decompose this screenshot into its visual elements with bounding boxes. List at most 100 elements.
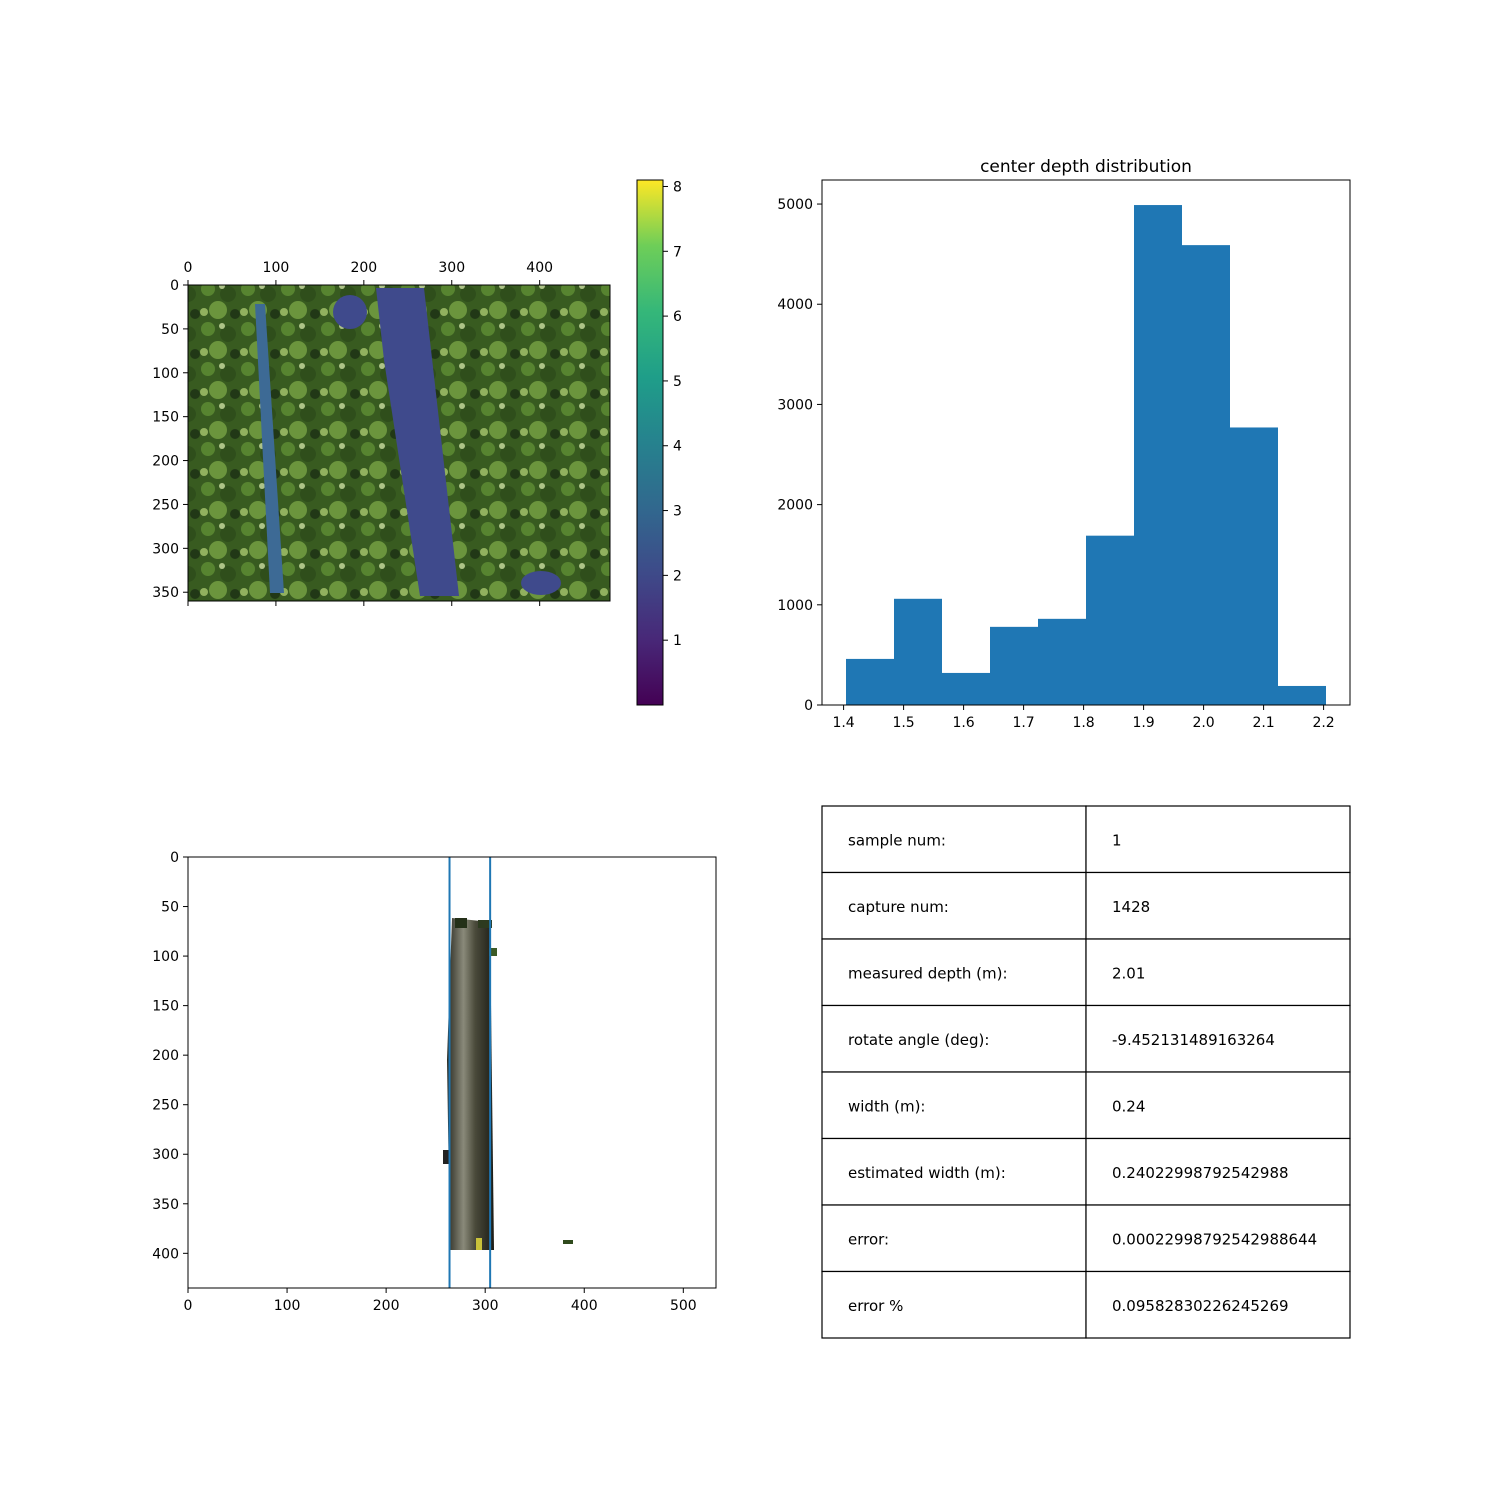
y-tick-label: 0 — [804, 698, 813, 714]
table-row: estimated width (m): 0.24022998792542988 — [821, 1137, 1351, 1206]
x-tick-label: 400 — [526, 260, 553, 276]
x-tick-label: 300 — [438, 260, 465, 276]
table-value: -9.452131489163264 — [1112, 1031, 1275, 1049]
table-cell — [821, 1004, 1087, 1073]
y-tick-label: 5000 — [777, 197, 813, 213]
table-row: width (m): 0.24 — [821, 1071, 1351, 1140]
bottom-patch-mask — [521, 571, 561, 595]
histogram-bar — [942, 672, 990, 705]
image-frame — [187, 284, 611, 602]
depth-mask-overlay — [255, 288, 561, 596]
y-tick-label: 200 — [152, 454, 179, 470]
y-tick-label: 350 — [152, 1197, 179, 1213]
table-cell — [1085, 938, 1351, 1007]
x-tick-label: 100 — [263, 260, 290, 276]
histogram-bar — [1230, 427, 1278, 705]
colorbar-tick-label: 5 — [673, 374, 682, 390]
x-tick-labels: 0 100 200 300 400 — [184, 260, 553, 606]
table-label: sample num: — [848, 831, 946, 849]
y-tick-label: 250 — [152, 1098, 179, 1114]
y-tick-label: 350 — [152, 585, 179, 601]
y-tick-label: 250 — [152, 497, 179, 513]
table-row: rotate angle (deg): -9.452131489163264 — [821, 1004, 1351, 1073]
right-trunk-mask — [376, 288, 459, 596]
x-tick-label: 2.2 — [1312, 715, 1334, 731]
histogram-bar — [1038, 618, 1086, 705]
y-tick-label: 2000 — [777, 498, 813, 514]
x-tick-label: 1.6 — [952, 715, 974, 731]
histogram-bar — [1086, 535, 1134, 705]
colorbar-tick-label: 3 — [673, 504, 682, 520]
cropped-trunk-panel: 0 100 200 300 400 500 0 50 100 150 200 250 300 350 40… — [152, 850, 717, 1314]
x-tick-label: 1.4 — [832, 715, 854, 731]
x-tick-label: 500 — [670, 1298, 697, 1314]
y-tick-label: 300 — [152, 541, 179, 557]
x-tick-label: 1.9 — [1132, 715, 1154, 731]
x-tick-label: 400 — [571, 1298, 598, 1314]
table-label: rotate angle (deg): — [848, 1031, 989, 1049]
y-tick-label: 400 — [152, 1246, 179, 1262]
table-label: estimated width (m): — [848, 1164, 1006, 1182]
y-tick-label: 100 — [152, 949, 179, 965]
colorbar-tick-label: 8 — [673, 179, 682, 195]
y-tick-label: 300 — [152, 1147, 179, 1163]
histogram-bar — [990, 626, 1038, 705]
plot-frame — [187, 856, 717, 1289]
y-tick-label: 100 — [152, 366, 179, 382]
x-tick-labels: 0 100 200 300 400 500 — [184, 1288, 697, 1314]
left-trunk-mask — [255, 304, 284, 593]
table-cell — [1085, 805, 1351, 874]
table-row: measured depth (m): 2.01 — [821, 938, 1351, 1007]
table-cell — [1085, 1270, 1351, 1339]
x-tick-label: 300 — [472, 1298, 499, 1314]
table-cell — [1085, 871, 1351, 940]
x-tick-label: 2.0 — [1192, 715, 1214, 731]
table-cell — [821, 805, 1087, 874]
boundary-lines — [448, 857, 492, 1288]
table-cell — [1085, 1137, 1351, 1206]
table-value: 0.24022998792542988 — [1112, 1164, 1289, 1182]
table-value: 0.09582830226245269 — [1112, 1297, 1289, 1315]
plot-frame — [821, 179, 1351, 706]
x-tick-label: 1.8 — [1072, 715, 1094, 731]
y-tick-label: 200 — [152, 1048, 179, 1064]
table-cell — [821, 1204, 1087, 1273]
x-tick-label: 100 — [274, 1298, 301, 1314]
colorbar-tick-label: 1 — [673, 633, 682, 649]
y-tick-label: 150 — [152, 410, 179, 426]
y-tick-labels: 0 1000 2000 3000 4000 5000 — [777, 197, 822, 714]
colorbar-tick-label: 2 — [673, 568, 682, 584]
table-row: error: 0.00022998792542988644 — [821, 1204, 1351, 1273]
y-tick-labels: 0 50 100 150 200 250 300 350 400 — [152, 850, 188, 1262]
table-cell — [821, 938, 1087, 1007]
table-value: 1 — [1112, 831, 1122, 849]
y-tick-labels: 0 50 100 150 200 250 300 350 — [152, 278, 188, 601]
y-tick-label: 150 — [152, 999, 179, 1015]
table-label: error % — [848, 1297, 903, 1315]
colorbar: 1 2 3 4 5 6 7 8 — [636, 179, 682, 706]
colorbar-tick-label: 6 — [673, 309, 682, 325]
table-row: capture num: 1428 — [821, 871, 1351, 940]
x-tick-labels: 1.4 1.5 1.6 1.7 1.8 1.9 2.0 2.1 2.2 — [832, 705, 1335, 731]
x-tick-label: 0 — [184, 1298, 193, 1314]
table-value: 1428 — [1112, 898, 1150, 916]
table-label: measured depth (m): — [848, 964, 1008, 982]
x-tick-label: 200 — [350, 260, 377, 276]
table-cell — [821, 1071, 1087, 1140]
table-cell — [1085, 1071, 1351, 1140]
table-row: error % 0.09582830226245269 — [821, 1270, 1351, 1339]
table-cell — [1085, 1004, 1351, 1073]
y-tick-label: 50 — [161, 900, 179, 916]
y-tick-label: 0 — [170, 278, 179, 294]
table-value: 2.01 — [1112, 964, 1145, 982]
y-tick-label: 1000 — [777, 598, 813, 614]
table-value: 0.00022998792542988644 — [1112, 1230, 1317, 1248]
trunk-image — [443, 918, 573, 1250]
histogram-bars — [846, 205, 1326, 706]
x-tick-label: 2.1 — [1252, 715, 1274, 731]
y-tick-label: 3000 — [777, 397, 813, 413]
histogram-bar — [1134, 205, 1182, 705]
x-tick-label: 1.7 — [1012, 715, 1034, 731]
table-label: width (m): — [848, 1097, 925, 1115]
